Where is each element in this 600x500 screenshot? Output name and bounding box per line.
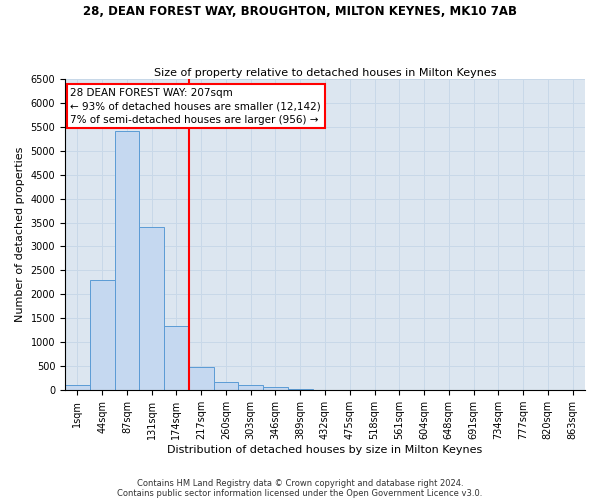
Text: Contains public sector information licensed under the Open Government Licence v3: Contains public sector information licen… [118, 488, 482, 498]
Title: Size of property relative to detached houses in Milton Keynes: Size of property relative to detached ho… [154, 68, 496, 78]
Bar [238, 386, 263, 390]
Bar [263, 388, 288, 390]
Bar [65, 386, 90, 390]
Text: 28 DEAN FOREST WAY: 207sqm
← 93% of detached houses are smaller (12,142)
7% of s: 28 DEAN FOREST WAY: 207sqm ← 93% of deta… [70, 88, 321, 124]
Bar [115, 132, 139, 390]
Bar [214, 382, 238, 390]
Text: 28, DEAN FOREST WAY, BROUGHTON, MILTON KEYNES, MK10 7AB: 28, DEAN FOREST WAY, BROUGHTON, MILTON K… [83, 5, 517, 18]
Bar [189, 367, 214, 390]
X-axis label: Distribution of detached houses by size in Milton Keynes: Distribution of detached houses by size … [167, 445, 482, 455]
Y-axis label: Number of detached properties: Number of detached properties [15, 147, 25, 322]
Bar [139, 228, 164, 390]
Bar [164, 326, 189, 390]
Text: Contains HM Land Registry data © Crown copyright and database right 2024.: Contains HM Land Registry data © Crown c… [137, 478, 463, 488]
Bar [90, 280, 115, 390]
